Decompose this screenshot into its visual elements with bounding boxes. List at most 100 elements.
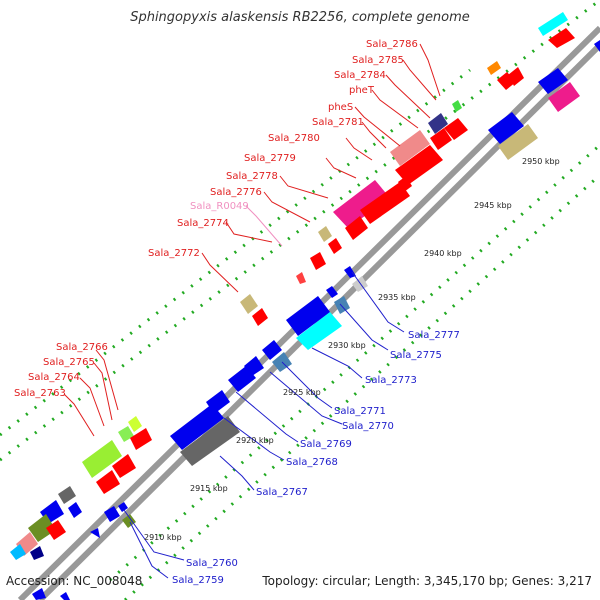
gene-label: Sala_2759 [172,575,224,586]
tick-label: 2915 kbp [190,484,228,493]
tick-label: 2945 kbp [474,201,512,210]
gene-label: Sala_2760 [186,558,238,569]
gene-label: Sala_2768 [286,457,338,468]
gene-label: pheT [349,85,375,96]
gene-sala-2771-r [262,340,282,360]
gene-label: Sala_2769 [300,439,352,450]
gene-sala-2763-b [112,454,136,478]
accession-text: Accession: NC_008048 [6,574,143,588]
gene-sala-2773 [296,312,342,350]
gene-left-1 [58,486,76,504]
gene-bottom-1 [90,528,100,538]
tick-label: 2910 kbp [144,533,182,542]
gene-sala-2769-b [244,356,264,376]
gene-phes [452,100,462,112]
gene-left-3 [28,514,56,542]
gene-sala-2780-a [390,130,430,166]
gene-label: Sala_2763 [14,388,66,399]
forward-genes [10,12,575,560]
gene-label: Sala_2778 [226,171,278,182]
gene-sala-2775 [286,296,330,336]
gene-sala-2766 [128,416,142,432]
gene-sala-2784 [487,61,501,75]
gene-label: Sala_2784 [334,70,386,81]
tick-labels: 2910 kbp 2915 kbp 2920 kbp 2925 kbp 2930… [144,157,560,542]
gene-sala-2776-a [360,182,410,224]
gene-label: Sala_2765 [43,357,95,368]
gene-phet-a [497,72,516,90]
tick-label: 2925 kbp [283,388,321,397]
gene-label: Sala_2785 [352,55,404,66]
gene-left-7 [68,502,82,518]
gene-sala-2772-b [296,272,306,284]
gene-sala-2764 [82,440,122,478]
gene-sala-2781 [428,113,448,134]
gene-sala-2765-b [130,428,152,450]
gene-left-6 [46,520,66,540]
topology-text: Topology: circular; Length: 3,345,170 bp… [262,574,592,588]
gene-sala-r0049 [318,226,332,242]
gene-sala-2776-b [345,216,368,240]
gene-sala-2763-a [96,470,120,494]
gene-sala-2769 [228,366,256,392]
gene-sala-2773-b [334,296,350,314]
gene-label: Sala_R0049 [190,201,249,212]
gene-label: Sala_2771 [334,406,386,417]
gene-label: Sala_2770 [342,421,394,432]
gene-label: pheS [328,102,353,113]
gene-sala-2759 [122,514,136,528]
gene-sala-2760-b [118,502,128,512]
gene-sala-2780-b [430,128,452,150]
gene-sala-2786 [538,12,568,36]
gene-sala-2785 [548,28,575,48]
gene-right-3 [594,40,600,52]
tick-label: 2950 kbp [522,157,560,166]
gene-label: Sala_2781 [312,117,364,128]
gene-label: Sala_2772 [148,248,200,259]
reverse-genes [32,40,600,600]
gene-labels-upper: Sala_2786 Sala_2785 Sala_2784 pheT pheS … [14,39,418,399]
gene-sala-2774 [328,238,342,254]
gene-right-4 [488,112,524,144]
gene-sala-2772-a [310,252,326,270]
gene-sala-2767 [180,416,240,466]
gene-sala-2768-b [206,390,230,414]
gene-sala-2777 [344,266,356,278]
gene-sala-2779-b [398,176,412,192]
gene-sala-2760 [104,506,120,522]
gene-sala-2768 [170,404,224,450]
gene-label: Sala_2780 [268,133,320,144]
gene-label: Sala_2786 [366,39,418,50]
gene-right-1 [538,68,568,94]
gene-labels-lower: Sala_2777 Sala_2775 Sala_2773 Sala_2771 … [172,330,460,586]
gene-sala-2771-b [252,308,268,326]
gene-label: Sala_2774 [177,218,229,229]
tick-label: 2930 kbp [328,341,366,350]
leader-line-rrna [245,205,283,247]
gene-sala-2771 [240,294,258,314]
gene-left-5 [10,544,26,560]
genome-title: Sphingopyxis alaskensis RB2256, complete… [130,10,470,25]
gene-label: Sala_2777 [408,330,460,341]
gene-label: Sala_2773 [365,375,417,386]
gene-sala-2778 [333,180,390,228]
gene-phet-b [508,67,524,86]
gene-left-8 [30,546,44,560]
gene-label: Sala_2779 [244,153,296,164]
gene-right-2 [548,82,580,112]
gene-bottom-3 [60,592,70,600]
tick-label: 2940 kbp [424,249,462,258]
gene-sala-2780-c [444,118,468,140]
leader-lines-upper [63,43,441,437]
gene-label: Sala_2764 [28,372,80,383]
gene-label: Sala_2775 [390,350,442,361]
gene-bottom-2 [32,588,46,600]
gene-label: Sala_2776 [210,187,262,198]
leader-lines-lower [123,271,405,579]
gene-right-5 [498,124,538,160]
tick-label: 2920 kbp [236,436,274,445]
gene-label: Sala_2767 [256,487,308,498]
